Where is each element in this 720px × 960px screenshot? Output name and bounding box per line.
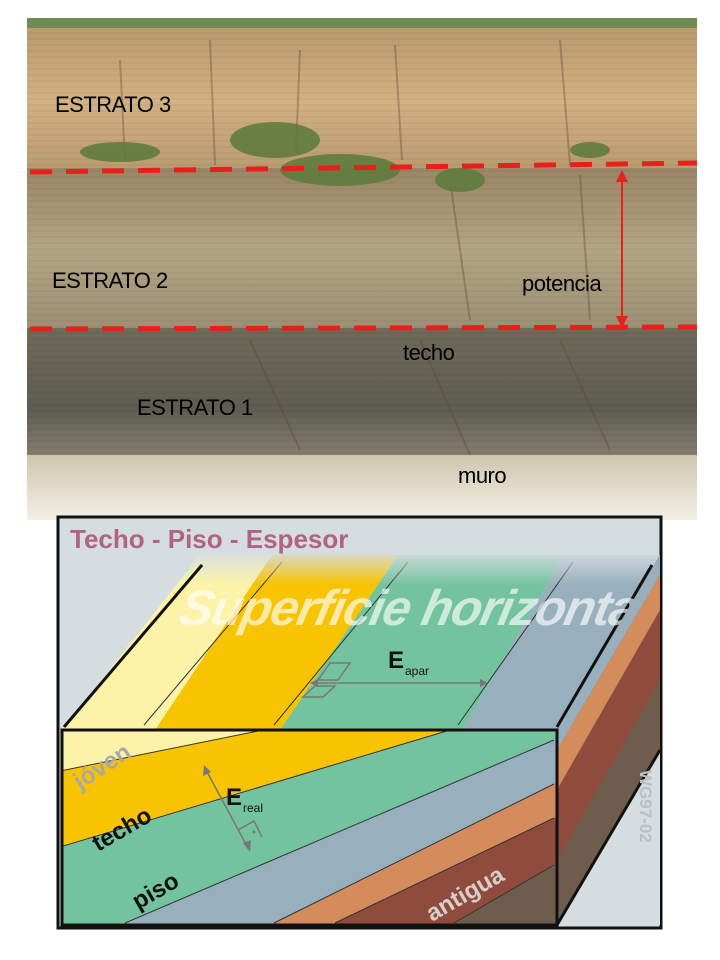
boundary-line-lower xyxy=(29,324,698,332)
diagram-title: Techo - Piso - Espesor xyxy=(70,524,348,554)
outcrop-photo: ESTRATO 3 ESTRATO 2 potencia techo ESTRA… xyxy=(27,18,698,520)
e-real-subscript: real xyxy=(243,801,263,815)
label-estrato-3: ESTRATO 3 xyxy=(55,92,171,117)
front-face xyxy=(62,730,557,925)
thickness-arrow xyxy=(616,170,628,328)
label-estrato-1: ESTRATO 1 xyxy=(137,395,253,420)
e-real-letter: E xyxy=(226,784,242,811)
ground xyxy=(27,455,697,520)
label-potencia: potencia xyxy=(522,271,602,296)
top-left-edge xyxy=(62,564,204,728)
surface-label: Superficie horizontal xyxy=(175,580,658,636)
label-muro: muro xyxy=(458,463,506,488)
e-apar-letter: E xyxy=(388,647,404,674)
block-diagram: Techo - Piso - Espesor Superficie horizo… xyxy=(56,515,663,930)
vegetation-top xyxy=(27,18,697,30)
label-techo: techo xyxy=(403,340,455,365)
e-apar-subscript: apar xyxy=(405,664,429,678)
credit-label: WG97-02 xyxy=(636,770,655,843)
front-face-outline xyxy=(60,728,559,927)
label-estrato-2: ESTRATO 2 xyxy=(52,268,168,293)
shrubs xyxy=(80,122,610,192)
top-face xyxy=(62,555,660,730)
top-right-edge xyxy=(555,564,654,728)
apparent-thickness-arrow xyxy=(301,662,488,698)
real-thickness-arrow xyxy=(203,765,263,852)
boundary-line-upper xyxy=(29,160,698,175)
